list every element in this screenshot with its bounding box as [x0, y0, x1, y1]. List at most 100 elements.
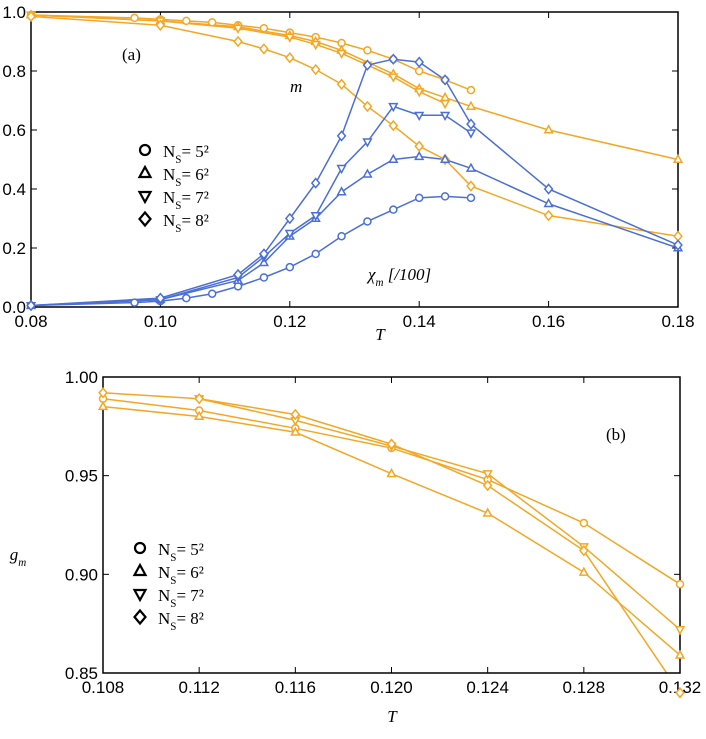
- marker: [26, 10, 36, 23]
- annotation: χm [/100]: [366, 265, 431, 289]
- marker: [194, 392, 204, 405]
- marker: [414, 88, 425, 98]
- marker: [133, 608, 147, 626]
- marker: [465, 100, 477, 110]
- marker: [675, 579, 685, 589]
- marker: [673, 239, 683, 251]
- x-tick-label: 0.12: [273, 312, 306, 331]
- y-tick-label: 0.6: [2, 121, 26, 140]
- marker: [26, 299, 36, 312]
- marker: [130, 13, 139, 23]
- marker: [133, 541, 147, 555]
- marker: [290, 408, 301, 421]
- marker: [389, 205, 398, 214]
- marker: [579, 518, 589, 528]
- marker: [543, 209, 554, 222]
- marker: [439, 153, 451, 164]
- x-tick-label: 0.10: [144, 312, 177, 331]
- marker: [466, 180, 476, 192]
- marker: [310, 63, 321, 76]
- marker: [414, 111, 425, 122]
- y-tick-label: 0.8: [2, 62, 26, 81]
- marker: [674, 649, 686, 659]
- marker: [465, 162, 477, 172]
- marker: [543, 197, 554, 208]
- x-tick-label: 0.16: [532, 312, 565, 331]
- plot-frame: [102, 376, 681, 674]
- legend-label: NS= 7²: [158, 586, 204, 610]
- marker: [674, 626, 686, 636]
- marker: [482, 470, 493, 480]
- marker: [310, 212, 321, 222]
- marker: [466, 118, 476, 130]
- marker: [363, 46, 372, 55]
- marker: [388, 102, 399, 113]
- marker: [336, 78, 347, 90]
- legend-label: NS= 8²: [163, 211, 209, 235]
- x-tick-label: 0.14: [403, 312, 436, 331]
- marker: [336, 130, 347, 142]
- series-line: [31, 105, 472, 307]
- marker: [207, 289, 217, 298]
- marker: [182, 293, 191, 303]
- marker: [466, 193, 476, 203]
- x-tick-label: 0.08: [14, 312, 47, 331]
- marker: [388, 73, 399, 83]
- y-axis-label: gm: [10, 545, 27, 569]
- marker: [284, 52, 295, 64]
- marker: [310, 40, 321, 51]
- x-tick-label: 0.108: [82, 678, 125, 697]
- marker: [155, 19, 166, 31]
- annotation: (a): [122, 45, 141, 64]
- x-tick-label: 0.112: [179, 678, 220, 697]
- y-tick-label: 0.85: [65, 664, 98, 683]
- y-tick-label: 1.0: [2, 3, 26, 22]
- marker: [194, 410, 205, 421]
- marker: [259, 23, 269, 33]
- marker: [675, 687, 685, 699]
- marker: [285, 262, 295, 272]
- marker: [579, 544, 589, 557]
- marker: [439, 91, 451, 102]
- marker: [482, 507, 493, 517]
- series-line: [31, 14, 678, 161]
- marker: [232, 24, 244, 34]
- marker: [388, 153, 399, 164]
- panel: 0.08 0.10 0.12 0.14 0.16 0.18 0.0 0.2 0.4 0.6 0.8 1…: [2, 3, 694, 344]
- annotation: m: [290, 77, 302, 96]
- marker: [284, 33, 295, 43]
- series-line: [31, 15, 678, 237]
- marker: [97, 400, 109, 411]
- marker: [465, 129, 477, 139]
- legend-label: NS= 5²: [163, 142, 209, 166]
- series-line: [31, 14, 446, 105]
- marker: [310, 177, 321, 189]
- marker: [386, 467, 397, 478]
- series-line: [199, 397, 680, 631]
- y-tick-label: 0.0: [2, 298, 26, 317]
- legend-label: NS= 5²: [158, 540, 204, 564]
- marker: [414, 66, 424, 76]
- marker: [137, 190, 153, 205]
- marker: [259, 273, 269, 282]
- legend-label: NS= 6²: [158, 563, 204, 587]
- marker: [578, 566, 589, 576]
- marker: [137, 164, 153, 179]
- x-tick-label: 0.116: [275, 678, 316, 697]
- x-tick-label: 0.18: [661, 312, 694, 331]
- marker: [132, 562, 148, 577]
- marker: [363, 217, 372, 226]
- marker: [482, 479, 493, 492]
- x-axis-label: T: [387, 707, 398, 726]
- marker: [362, 168, 373, 178]
- marker: [284, 212, 295, 225]
- marker: [132, 588, 148, 603]
- marker: [336, 186, 347, 196]
- marker: [439, 111, 451, 122]
- marker: [414, 193, 424, 203]
- series-line: [31, 195, 472, 307]
- y-tick-label: 1.00: [65, 368, 98, 387]
- marker: [259, 43, 269, 55]
- legend-label: NS= 7²: [163, 188, 209, 212]
- x-tick-label: 0.124: [466, 678, 509, 697]
